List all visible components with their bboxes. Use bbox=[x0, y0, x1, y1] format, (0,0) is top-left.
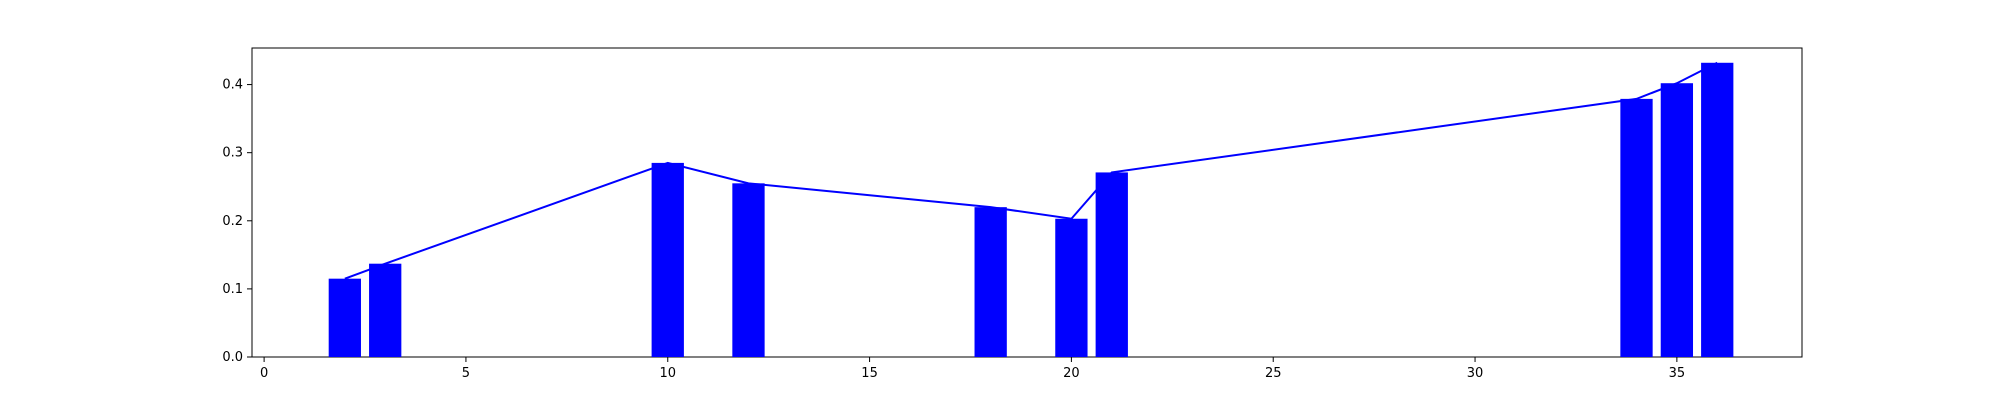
bar bbox=[1620, 98, 1653, 358]
x-tick-label: 35 bbox=[1669, 366, 1686, 381]
x-tick-label: 10 bbox=[659, 366, 676, 381]
x-axis: 0 5 10 15 20 25 30 35 bbox=[260, 357, 1685, 381]
y-tick-label: 0.0 bbox=[222, 350, 243, 365]
x-tick-label: 5 bbox=[462, 366, 470, 381]
bar bbox=[1055, 218, 1088, 357]
x-tick-label: 30 bbox=[1467, 366, 1484, 381]
y-axis: 0.0 0.1 0.2 0.3 0.4 bbox=[222, 78, 252, 365]
series-line bbox=[344, 61, 1718, 280]
bar bbox=[974, 207, 1007, 357]
bar bbox=[328, 278, 361, 357]
bar bbox=[1095, 172, 1128, 357]
x-tick-label: 20 bbox=[1063, 366, 1080, 381]
bar bbox=[369, 263, 402, 357]
bar bbox=[651, 162, 684, 357]
bar bbox=[1701, 62, 1734, 358]
bar bbox=[1660, 83, 1694, 357]
bars-layer bbox=[328, 62, 1734, 358]
x-tick-label: 15 bbox=[861, 366, 878, 381]
y-tick-label: 0.2 bbox=[222, 214, 243, 229]
x-tick-label: 25 bbox=[1265, 366, 1282, 381]
x-tick-label: 0 bbox=[260, 366, 268, 381]
y-tick-label: 0.4 bbox=[222, 78, 243, 93]
y-tick-label: 0.3 bbox=[222, 146, 243, 161]
bar bbox=[732, 183, 765, 357]
y-tick-label: 0.1 bbox=[222, 282, 243, 297]
plot-area-frame bbox=[251, 47, 1803, 358]
